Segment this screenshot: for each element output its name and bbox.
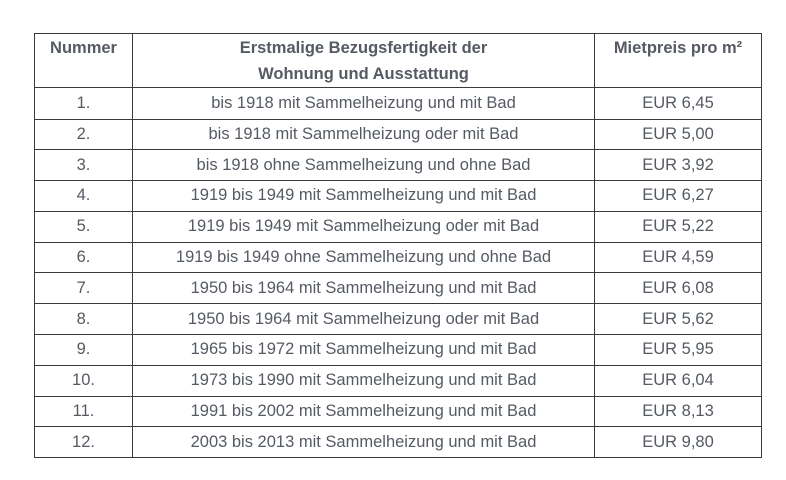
table-row: 7. 1950 bis 1964 mit Sammelheizung und m…: [34, 272, 762, 305]
cell-price: EUR 4,59: [594, 241, 762, 274]
cell-price: EUR 6,27: [594, 180, 762, 212]
cell-price: EUR 5,95: [594, 334, 762, 366]
table-row: 1. bis 1918 mit Sammelheizung und mit Ba…: [34, 87, 762, 120]
cell-price: EUR 9,80: [594, 426, 762, 459]
cell-price: EUR 5,62: [594, 303, 762, 336]
cell-price: EUR 6,08: [594, 272, 762, 305]
table-header: Nummer Erstmalige Bezugsfertigkeit der W…: [34, 33, 762, 88]
cell-number: 11.: [34, 395, 133, 428]
cell-number: 12.: [34, 426, 133, 459]
header-row: Nummer Erstmalige Bezugsfertigkeit der W…: [34, 33, 762, 88]
cell-number: 9.: [34, 334, 133, 366]
cell-description: 1973 bis 1990 mit Sammelheizung und mit …: [132, 364, 595, 397]
cell-description: 1991 bis 2002 mit Sammelheizung und mit …: [132, 395, 595, 428]
table-row: 3. bis 1918 ohne Sammelheizung und ohne …: [34, 149, 762, 182]
cell-price: EUR 6,04: [594, 364, 762, 397]
header-description: Erstmalige Bezugsfertigkeit der Wohnung …: [132, 33, 595, 88]
header-price: Mietpreis pro m²: [594, 33, 762, 88]
cell-price: EUR 5,22: [594, 210, 762, 243]
cell-price: EUR 6,45: [594, 87, 762, 120]
cell-price: EUR 5,00: [594, 118, 762, 151]
table-row: 9. 1965 bis 1972 mit Sammelheizung und m…: [34, 334, 762, 366]
cell-number: 7.: [34, 272, 133, 305]
cell-description: 1919 bis 1949 mit Sammelheizung und mit …: [132, 180, 595, 212]
cell-description: bis 1918 ohne Sammelheizung und ohne Bad: [132, 149, 595, 182]
header-number: Nummer: [34, 33, 133, 88]
table-row: 5. 1919 bis 1949 mit Sammelheizung oder …: [34, 210, 762, 243]
table-row: 8. 1950 bis 1964 mit Sammelheizung oder …: [34, 303, 762, 336]
rent-table-container: Nummer Erstmalige Bezugsfertigkeit der W…: [34, 33, 762, 459]
cell-number: 5.: [34, 210, 133, 243]
cell-description: 1919 bis 1949 mit Sammelheizung oder mit…: [132, 210, 595, 243]
cell-number: 2.: [34, 118, 133, 151]
cell-description: 1919 bis 1949 ohne Sammelheizung und ohn…: [132, 241, 595, 274]
header-description-line1: Erstmalige Bezugsfertigkeit der: [239, 39, 488, 57]
table-row: 10. 1973 bis 1990 mit Sammelheizung und …: [34, 364, 762, 397]
cell-description: 1965 bis 1972 mit Sammelheizung und mit …: [132, 334, 595, 366]
cell-number: 3.: [34, 149, 133, 182]
header-description-line2: Wohnung und Ausstattung: [258, 65, 469, 83]
cell-description: bis 1918 mit Sammelheizung und mit Bad: [132, 87, 595, 120]
cell-description: bis 1918 mit Sammelheizung oder mit Bad: [132, 118, 595, 151]
cell-number: 1.: [34, 87, 133, 120]
cell-number: 6.: [34, 241, 133, 274]
cell-number: 8.: [34, 303, 133, 336]
rent-price-table: Nummer Erstmalige Bezugsfertigkeit der W…: [34, 33, 762, 459]
table-row: 4. 1919 bis 1949 mit Sammelheizung und m…: [34, 180, 762, 212]
table-row: 2. bis 1918 mit Sammelheizung oder mit B…: [34, 118, 762, 151]
cell-number: 10.: [34, 364, 133, 397]
cell-price: EUR 8,13: [594, 395, 762, 428]
table-row: 12. 2003 bis 2013 mit Sammelheizung und …: [34, 426, 762, 459]
table-row: 11. 1991 bis 2002 mit Sammelheizung und …: [34, 395, 762, 428]
cell-description: 1950 bis 1964 mit Sammelheizung oder mit…: [132, 303, 595, 336]
cell-description: 1950 bis 1964 mit Sammelheizung und mit …: [132, 272, 595, 305]
cell-description: 2003 bis 2013 mit Sammelheizung und mit …: [132, 426, 595, 459]
cell-number: 4.: [34, 180, 133, 212]
cell-price: EUR 3,92: [594, 149, 762, 182]
table-row: 6. 1919 bis 1949 ohne Sammelheizung und …: [34, 241, 762, 274]
table-body: 1. bis 1918 mit Sammelheizung und mit Ba…: [34, 87, 762, 459]
